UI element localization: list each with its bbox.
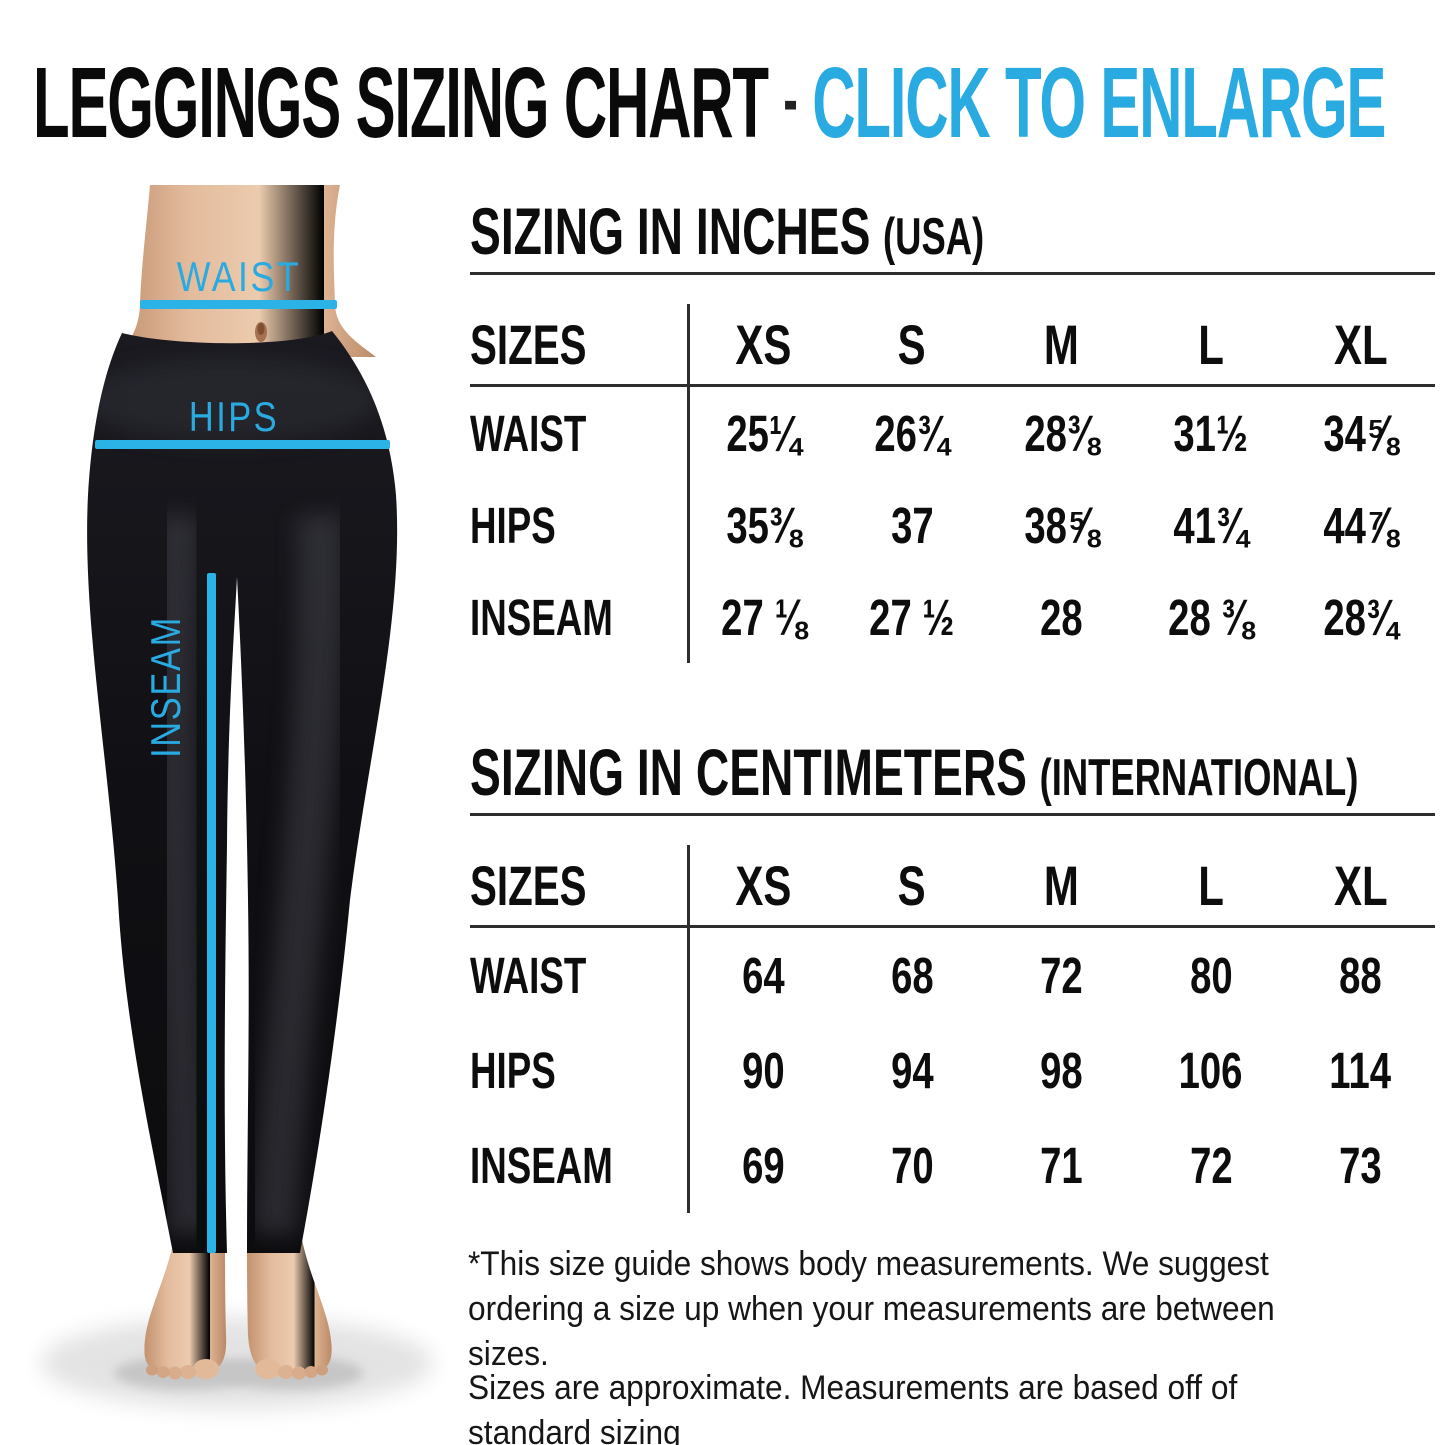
- size-value-cell: 90: [742, 1042, 785, 1099]
- size-value-cell: 98: [1040, 1042, 1083, 1099]
- size-value-cell: 28: [1040, 588, 1083, 646]
- cm-heading-text: SIZING IN CENTIMETERS: [470, 735, 1028, 809]
- col-header-m: M: [986, 845, 1137, 928]
- page-title-text: LEGGINGS SIZING CHART: [33, 47, 769, 159]
- cm-heading: SIZING IN CENTIMETERS (INTERNATIONAL): [470, 735, 1358, 813]
- col-header-xl: XL: [1285, 304, 1435, 387]
- row-label-inseam: INSEAM: [470, 1118, 690, 1213]
- size-value-cell: 106: [1178, 1042, 1243, 1099]
- size-value-cell: 27 ½: [869, 588, 955, 646]
- approximation-note: Sizes are approximate. Measurements are …: [468, 1369, 1238, 1445]
- size-value-cell: 94: [890, 1042, 934, 1099]
- table-row-inseam: INSEAM 27 ⅛ 27 ½ 28 28 ⅜ 28¾: [470, 571, 1435, 663]
- hips-label: HIPS: [189, 394, 279, 441]
- table-row-waist: WAIST 64 68 72 80 88: [470, 926, 1435, 1023]
- inches-sizes-table: SIZES XS S M L XL WAIST 25¼ 26¾ 28⅜ 31½ …: [470, 304, 1435, 663]
- size-value-cell: 28 ⅜: [1168, 588, 1254, 646]
- inseam-line: [207, 573, 216, 1253]
- col-header-s: S: [837, 304, 987, 387]
- hips-line: [95, 440, 390, 449]
- size-value-cell: 25¼: [726, 404, 801, 462]
- row-label-hips: HIPS: [470, 479, 690, 571]
- size-value-cell: 31½: [1173, 404, 1249, 462]
- size-value-cell: 70: [890, 1137, 934, 1194]
- col-header-xl: XL: [1285, 845, 1435, 928]
- table-row-waist: WAIST 25¼ 26¾ 28⅜ 31½ 34⅝: [470, 385, 1435, 479]
- cm-heading-region: (INTERNATIONAL): [1039, 749, 1359, 807]
- table-header-row: SIZES XS S M L XL: [470, 304, 1435, 387]
- cm-sizes-table: SIZES XS S M L XL WAIST 64 68 72 80 88: [470, 845, 1435, 1213]
- cm-heading-rule: [470, 813, 1435, 816]
- size-value-cell: 37: [890, 496, 934, 554]
- left-foot: [144, 1235, 227, 1380]
- waist-label: WAIST: [177, 254, 301, 300]
- size-value-cell: 27 ⅛: [720, 588, 806, 646]
- col-header-sizes: SIZES: [470, 304, 690, 387]
- size-value-cell: 80: [1189, 947, 1233, 1004]
- size-value-cell: 28¾: [1323, 588, 1398, 646]
- inches-heading-text: SIZING IN INCHES: [470, 194, 871, 268]
- col-header-xs: XS: [688, 304, 838, 387]
- right-foot: [247, 1235, 332, 1380]
- title-separator: -: [783, 59, 797, 140]
- size-value-cell: 88: [1338, 947, 1382, 1004]
- col-header-sizes: SIZES: [470, 845, 690, 928]
- leggings-figure: WAIST HIPS INSEAM: [41, 185, 433, 1409]
- row-label-waist: WAIST: [470, 385, 690, 479]
- section-sizing-centimeters: SIZING IN CENTIMETERS (INTERNATIONAL) SI…: [470, 737, 1437, 1213]
- size-value-cell: 34⅝: [1323, 404, 1398, 462]
- leggings-sheen: [87, 358, 381, 1237]
- row-label-hips: HIPS: [470, 1023, 690, 1118]
- section-sizing-inches: SIZING IN INCHES (USA) SIZES XS S M L XL…: [470, 196, 1437, 663]
- size-value-cell: 38⅝: [1024, 496, 1099, 554]
- col-header-l: L: [1136, 304, 1286, 387]
- page-title: LEGGINGS SIZING CHART - CLICK TO ENLARGE: [33, 46, 1386, 161]
- col-header-s: S: [837, 845, 987, 928]
- inseam-label: INSEAM: [143, 616, 190, 758]
- table-row-hips: HIPS 35⅜ 37 38⅝ 41¾ 44⅞: [470, 479, 1435, 571]
- floor-shadow: [41, 1317, 433, 1409]
- click-to-enlarge-link[interactable]: CLICK TO ENLARGE: [812, 47, 1386, 159]
- size-value-cell: 64: [742, 947, 785, 1004]
- size-value-cell: 114: [1329, 1042, 1392, 1099]
- table-row-inseam: INSEAM 69 70 71 72 73: [470, 1118, 1435, 1213]
- size-value-cell: 69: [742, 1137, 785, 1194]
- size-value-cell: 44⅞: [1323, 496, 1398, 554]
- size-value-cell: 68: [890, 947, 934, 1004]
- size-value-cell: 72: [1189, 1137, 1233, 1194]
- leggings: [87, 331, 398, 1253]
- size-value-cell: 71: [1040, 1137, 1083, 1194]
- torso: [116, 185, 376, 357]
- col-header-xs: XS: [688, 845, 838, 928]
- inches-heading-rule: [470, 272, 1435, 275]
- row-label-inseam: INSEAM: [470, 571, 690, 663]
- waist-line: [140, 300, 337, 309]
- col-header-m: M: [986, 304, 1137, 387]
- size-value-cell: 35⅜: [726, 496, 801, 554]
- col-header-l: L: [1136, 845, 1286, 928]
- table-row-hips: HIPS 90 94 98 106 114: [470, 1023, 1435, 1118]
- size-value-cell: 72: [1040, 947, 1083, 1004]
- size-value-cell: 26¾: [874, 404, 950, 462]
- table-header-row: SIZES XS S M L XL: [470, 845, 1435, 928]
- size-guide-note: *This size guide shows body measurements…: [468, 1245, 1275, 1373]
- size-value-cell: 73: [1338, 1137, 1382, 1194]
- size-value-cell: 41¾: [1173, 496, 1249, 554]
- inches-heading-region: (USA): [883, 208, 985, 266]
- inches-heading: SIZING IN INCHES (USA): [470, 196, 1147, 272]
- row-label-waist: WAIST: [470, 926, 690, 1023]
- size-value-cell: 28⅜: [1024, 404, 1099, 462]
